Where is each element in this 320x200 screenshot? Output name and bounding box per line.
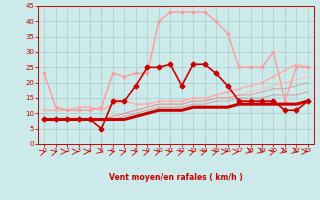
X-axis label: Vent moyen/en rafales ( km/h ): Vent moyen/en rafales ( km/h ): [109, 173, 243, 182]
